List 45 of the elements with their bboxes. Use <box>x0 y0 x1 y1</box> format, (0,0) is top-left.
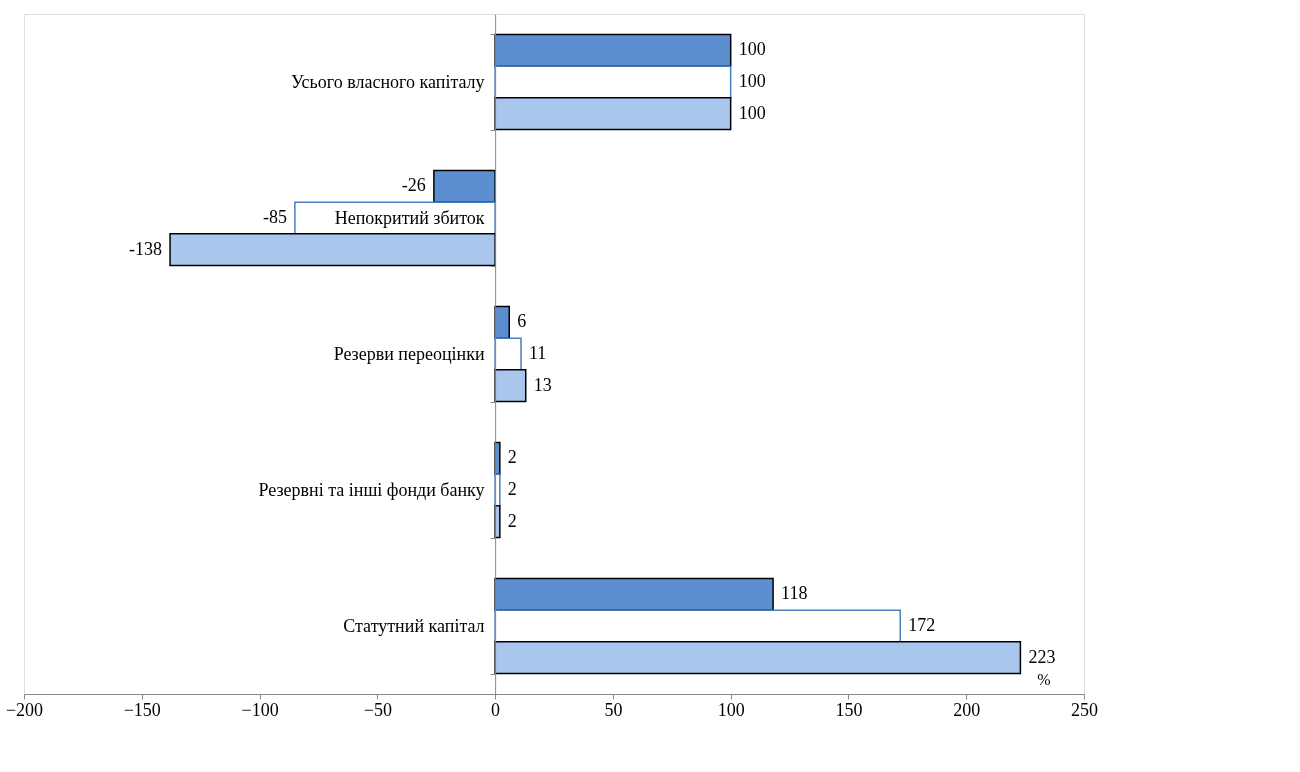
y-tick-label: Резерви переоцінки <box>333 343 485 364</box>
x-tick-label: −200 <box>5 699 44 720</box>
x-tick-label: 50 <box>604 699 623 720</box>
data-label: 100 <box>738 71 766 91</box>
data-label: 2 <box>507 479 517 499</box>
bar <box>494 577 774 611</box>
bar <box>494 65 732 99</box>
bar <box>494 97 732 131</box>
y-tick-label: Резервні та інші фонди банку <box>258 479 485 500</box>
data-label: -26 <box>401 175 426 196</box>
bar <box>494 505 501 539</box>
bar <box>494 33 732 67</box>
bar <box>433 169 496 203</box>
x-tick-label: 150 <box>835 699 863 720</box>
bar <box>494 337 522 371</box>
bar <box>494 609 902 643</box>
data-label: 2 <box>507 447 517 468</box>
data-label: -138 <box>129 238 163 259</box>
x-tick-label: 200 <box>953 699 981 720</box>
y-tick-label: Усього власного капіталу <box>291 71 485 92</box>
x-tick-label: 100 <box>717 699 745 720</box>
bar <box>494 305 510 339</box>
data-label: 6 <box>517 311 527 332</box>
annotation: % <box>1037 671 1051 688</box>
data-label: 118 <box>781 583 808 604</box>
x-tick-label: −50 <box>363 699 392 720</box>
x-tick-label: 0 <box>491 699 501 720</box>
data-label: -85 <box>262 207 287 227</box>
data-label: 2 <box>507 510 517 531</box>
bar <box>494 369 527 403</box>
x-tick-label: 250 <box>1071 699 1098 720</box>
x-tick-label: −100 <box>241 699 279 720</box>
data-label: 223 <box>1028 646 1056 667</box>
bar <box>494 441 501 475</box>
data-label: 100 <box>738 102 766 123</box>
x-tick-label: −150 <box>123 699 161 720</box>
bar <box>494 641 1022 675</box>
bar <box>169 233 496 267</box>
data-label: 172 <box>908 615 936 635</box>
y-tick-label: Непокритий збиток <box>334 207 485 228</box>
data-label: 100 <box>738 39 766 60</box>
data-label: 13 <box>533 374 552 395</box>
y-tick-label: Статутний капітал <box>343 615 485 636</box>
data-label: 11 <box>529 343 547 363</box>
bar <box>494 473 501 507</box>
